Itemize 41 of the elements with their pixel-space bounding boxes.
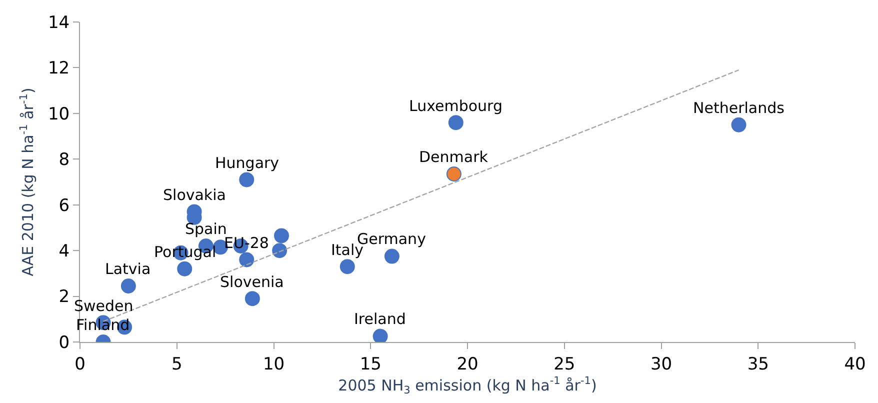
x-tick-label: 15 <box>360 354 382 374</box>
x-tick-label: 40 <box>844 354 866 374</box>
annotation: Slovakia <box>163 186 226 204</box>
y-tick-label: 0 <box>58 332 70 353</box>
x-tick-label: 10 <box>262 354 285 374</box>
annotation: Slovenia <box>220 273 284 291</box>
point <box>372 328 388 342</box>
point <box>448 115 464 130</box>
x-tick-label: 30 <box>650 354 672 374</box>
annotation: Latvia <box>105 260 151 278</box>
y-tick-label: 8 <box>58 150 70 170</box>
point <box>272 243 288 258</box>
annotation: Netherlands <box>693 99 785 117</box>
point <box>274 228 289 244</box>
y-tick-label: 2 <box>58 287 70 308</box>
point <box>239 172 254 188</box>
annotation: Denmark <box>419 148 488 166</box>
annotation: Sweden <box>74 297 134 315</box>
x-tick-label: 5 <box>171 354 182 374</box>
point <box>239 252 254 268</box>
annotation: Spain <box>185 220 227 238</box>
x-tick-label: 25 <box>554 354 576 374</box>
y-tick-label: 10 <box>48 104 70 124</box>
x-tick-label: 35 <box>747 354 769 374</box>
y-tick-label: 4 <box>58 242 70 262</box>
annotation: Hungary <box>215 154 280 172</box>
y-tick-label: 6 <box>58 196 70 216</box>
annotation: Luxembourg <box>409 97 502 115</box>
x-tick-label: 20 <box>456 354 478 374</box>
annotation: Ireland <box>354 310 406 328</box>
y-tick-label: 12 <box>48 58 70 79</box>
point <box>120 278 136 294</box>
point <box>384 248 400 264</box>
point <box>177 261 192 276</box>
y-tick-label: 14 <box>48 12 70 33</box>
point <box>731 117 746 132</box>
point <box>244 291 260 306</box>
point <box>340 259 355 274</box>
x-axis-title: 2005 NH$_{3}$ emission (kg N ha$^{-1}$ år$^{-1}$) <box>338 375 597 397</box>
x-tick-label: 0 <box>74 354 86 374</box>
point <box>446 166 462 182</box>
